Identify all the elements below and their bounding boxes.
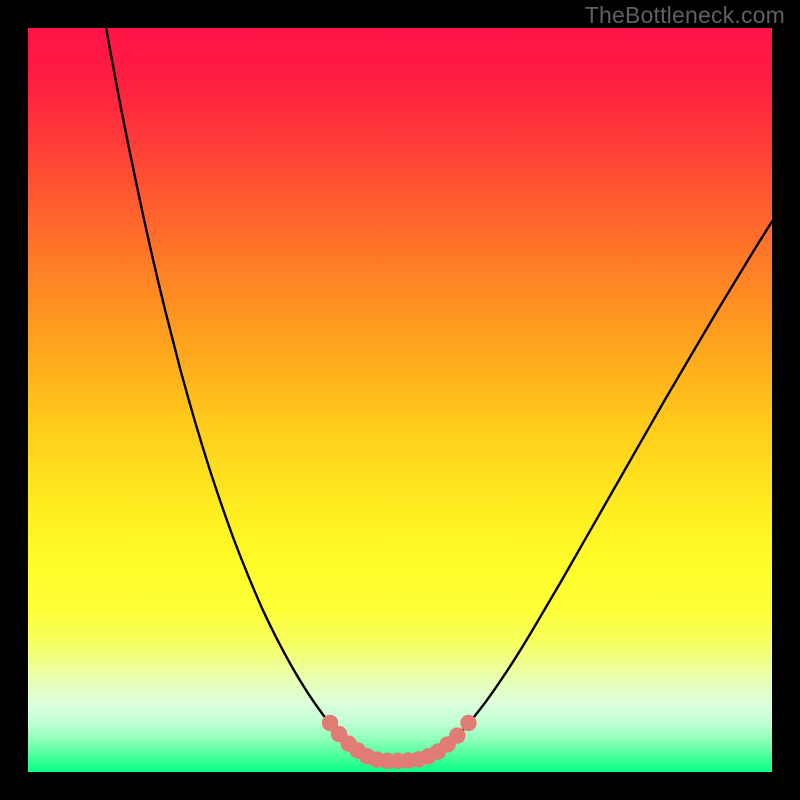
background-gradient — [28, 28, 772, 772]
optimal-marker — [449, 727, 465, 743]
plot-area — [28, 28, 772, 772]
watermark-text: TheBottleneck.com — [585, 2, 785, 29]
chart-svg — [28, 28, 772, 772]
optimal-marker — [460, 715, 476, 731]
chart-stage: TheBottleneck.com — [0, 0, 800, 800]
